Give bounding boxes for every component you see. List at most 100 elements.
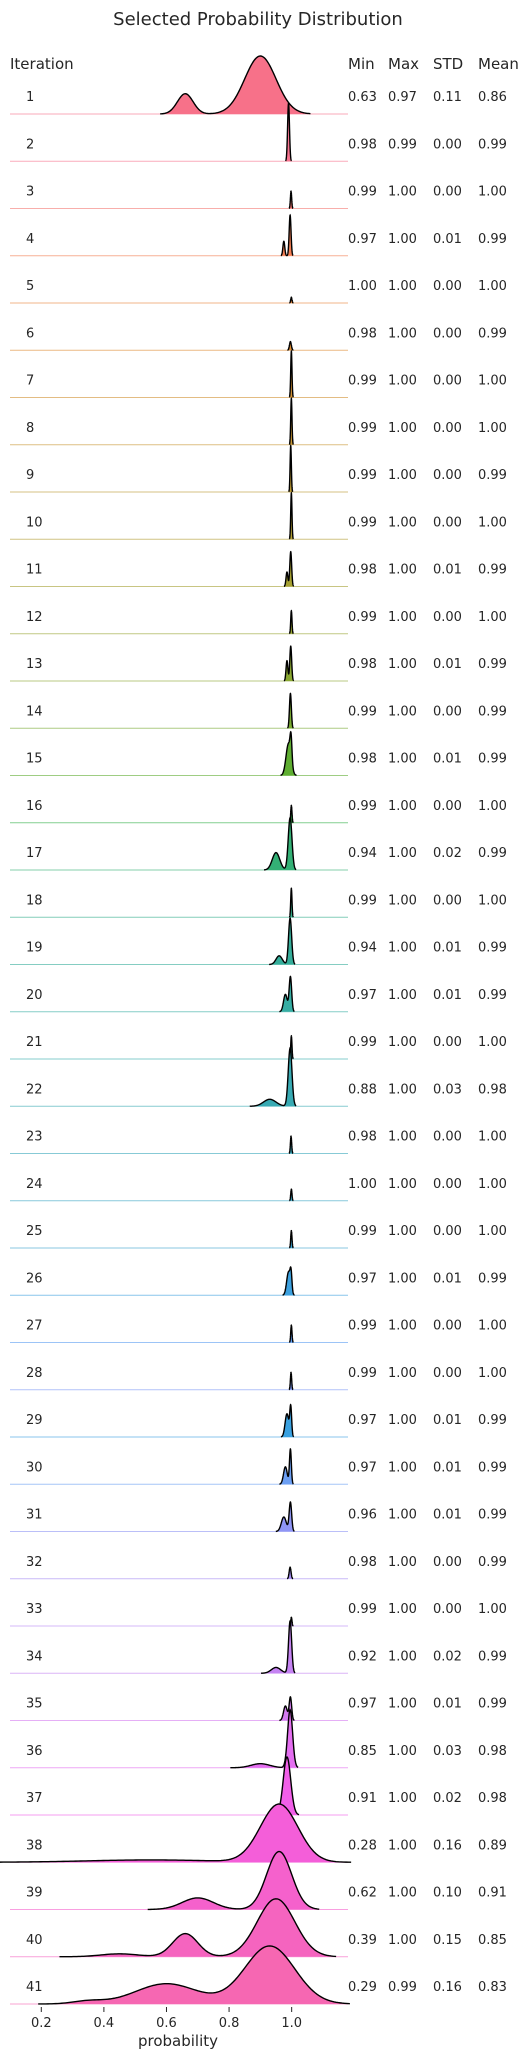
- ridge-density-outline: [288, 444, 294, 493]
- ridge-row: 10 0.99 1.00 0.00 1.00: [10, 491, 507, 540]
- iteration-label: 21: [26, 1035, 43, 1050]
- x-axis: 0.2 0.4 0.6 0.8 1.0: [31, 2007, 302, 2031]
- ridge-row: 16 0.99 1.00 0.00 1.00: [10, 799, 507, 824]
- ridge-row: 11 0.98 1.00 0.01 0.99: [10, 550, 507, 588]
- mean-value: 0.99: [478, 752, 507, 767]
- iteration-label: 10: [26, 515, 43, 530]
- ridge-density-outline: [282, 1266, 295, 1296]
- min-value: 0.99: [348, 1602, 377, 1617]
- std-value: 0.00: [433, 704, 462, 719]
- min-value: 1.00: [348, 279, 377, 294]
- ridge-row: 38 0.28 1.00 0.16 0.89: [0, 1803, 507, 1863]
- min-value: 0.94: [348, 846, 377, 861]
- min-value: 0.39: [348, 1933, 377, 1948]
- max-value: 1.00: [388, 846, 417, 861]
- header-std: STD: [433, 55, 463, 73]
- std-value: 0.02: [433, 846, 462, 861]
- ridge-density-outline: [280, 730, 297, 776]
- iteration-label: 1: [26, 90, 34, 105]
- ridge-density-outline: [249, 1046, 297, 1107]
- ridge-density-outline: [160, 55, 311, 115]
- ridge-row: 29 0.97 1.00 0.01 0.99: [10, 1403, 507, 1438]
- ridge-density-fill: [59, 1898, 337, 1957]
- std-value: 0.01: [433, 563, 462, 578]
- min-value: 0.99: [348, 374, 377, 389]
- ridge-density-outline: [279, 1696, 295, 1722]
- iteration-label: 19: [26, 941, 43, 956]
- ridge-row: 31 0.96 1.00 0.01 0.99: [10, 1501, 507, 1533]
- ridge-row: 35 0.97 1.00 0.01 0.99: [10, 1696, 507, 1722]
- min-value: 0.91: [348, 1791, 377, 1806]
- std-value: 0.01: [433, 657, 462, 672]
- x-tick-label: 0.6: [156, 2016, 177, 2031]
- ridge-row: 14 0.99 1.00 0.00 0.99: [10, 692, 507, 729]
- max-value: 1.00: [388, 1555, 417, 1570]
- iteration-label: 40: [26, 1933, 43, 1948]
- mean-value: 0.91: [478, 1886, 507, 1901]
- mean-value: 0.99: [478, 137, 507, 152]
- ridge-density-outline: [287, 340, 294, 351]
- ridge-density-outline: [288, 887, 294, 918]
- ridge-density-outline: [269, 916, 296, 966]
- max-value: 1.00: [388, 563, 417, 578]
- std-value: 0.03: [433, 1082, 462, 1097]
- ridge-row: 23 0.98 1.00 0.00 1.00: [10, 1130, 507, 1155]
- iteration-label: 16: [26, 799, 43, 814]
- std-value: 0.01: [433, 988, 462, 1003]
- mean-value: 0.99: [478, 468, 507, 483]
- mean-value: 0.99: [478, 232, 507, 247]
- ridge-row: 30 0.97 1.00 0.01 0.99: [10, 1448, 507, 1485]
- header-min: Min: [348, 55, 375, 73]
- min-value: 0.94: [348, 941, 377, 956]
- min-value: 0.63: [348, 90, 377, 105]
- iteration-label: 39: [26, 1886, 43, 1901]
- mean-value: 1.00: [478, 893, 507, 908]
- std-value: 0.00: [433, 893, 462, 908]
- ridge-row: 4 0.97 1.00 0.01 0.99: [10, 213, 507, 257]
- iteration-label: 28: [26, 1366, 43, 1381]
- max-value: 1.00: [388, 1838, 417, 1853]
- mean-value: 0.99: [478, 1555, 507, 1570]
- iteration-label: 25: [26, 1224, 43, 1239]
- ridge-density-outline: [288, 190, 294, 210]
- ridge-density-fill: [160, 56, 311, 114]
- ridge-row: 2 0.98 0.99 0.00 0.99: [10, 102, 507, 162]
- ridge-row: 26 0.97 1.00 0.01 0.99: [10, 1266, 507, 1296]
- iteration-label: 22: [26, 1082, 43, 1097]
- min-value: 0.99: [348, 185, 377, 200]
- std-value: 0.00: [433, 1366, 462, 1381]
- max-value: 1.00: [388, 1366, 417, 1381]
- header-max: Max: [388, 55, 419, 73]
- min-value: 0.92: [348, 1649, 377, 1664]
- iteration-label: 13: [26, 657, 43, 672]
- mean-value: 1.00: [478, 1130, 507, 1145]
- ridge-density-outline: [286, 692, 294, 729]
- min-value: 0.97: [348, 232, 377, 247]
- mean-value: 0.99: [478, 1649, 507, 1664]
- ridge-density-outline: [288, 349, 294, 398]
- max-value: 1.00: [388, 468, 417, 483]
- max-value: 1.00: [388, 1602, 417, 1617]
- ridge-density-outline: [280, 213, 294, 257]
- min-value: 0.98: [348, 1130, 377, 1145]
- ridge-density-outline: [0, 1803, 352, 1863]
- max-value: 1.00: [388, 610, 417, 625]
- mean-value: 0.98: [478, 1791, 507, 1806]
- ridge-row: 7 0.99 1.00 0.00 1.00: [10, 349, 507, 398]
- iteration-label: 6: [26, 326, 34, 341]
- std-value: 0.00: [433, 1224, 462, 1239]
- min-value: 0.99: [348, 1224, 377, 1239]
- max-value: 1.00: [388, 279, 417, 294]
- max-value: 1.00: [388, 1791, 417, 1806]
- ridge-density-fill: [249, 1048, 297, 1107]
- ridge-density-outline: [147, 1850, 320, 1911]
- ridge-density-fill: [38, 1945, 350, 2004]
- std-value: 0.00: [433, 374, 462, 389]
- ridge-row: 40 0.39 1.00 0.15 0.85: [10, 1898, 507, 1958]
- ridge-density-fill: [0, 1803, 352, 1863]
- max-value: 1.00: [388, 515, 417, 530]
- iteration-label: 38: [26, 1838, 43, 1853]
- max-value: 1.00: [388, 1744, 417, 1759]
- iteration-label: 32: [26, 1555, 43, 1570]
- max-value: 1.00: [388, 1271, 417, 1286]
